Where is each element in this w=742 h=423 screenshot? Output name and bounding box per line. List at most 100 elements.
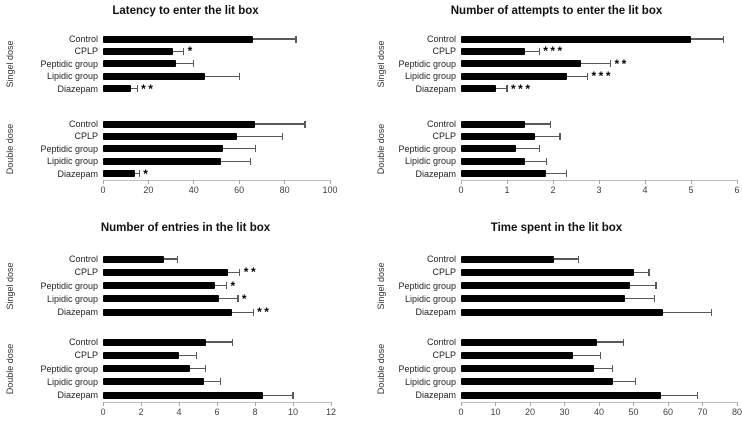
bar [103,391,263,399]
bar [461,120,526,128]
category-label: Control [68,119,98,129]
category-label: CPLP [432,267,456,278]
category-label: Control [68,34,98,44]
error-bar-cap [559,132,561,140]
error-bar-cap [612,365,614,373]
error-bar [173,50,184,52]
significance-marker: *** [591,69,614,84]
category-label: Control [426,337,456,347]
bar [461,295,625,303]
category-label: Lipidic group [46,71,98,82]
panel-time-spent: Time spent in the lit box Singel dose Cont… [371,212,742,423]
x-axis-tick-label: 4 [176,407,182,417]
x-axis-tick [330,402,332,406]
category-label: Diazepam [415,168,456,179]
bar [461,145,517,153]
error-bar [525,50,540,52]
category-label: Control [426,34,456,44]
x-axis-tick [254,402,256,406]
bar [103,282,216,290]
x-axis-tick [506,180,508,184]
x-axis-tick [284,180,286,184]
bar [461,157,526,165]
x-axis-tick [238,180,240,184]
x-axis-tick [102,402,104,406]
chart-title: Number of entries in the lit box [100,222,271,234]
x-axis-line [103,180,330,181]
x-axis-tick [329,180,331,184]
bar [461,282,631,290]
category-label: CPLP [74,46,98,57]
error-bar [612,381,636,383]
error-bar [232,311,254,313]
error-bar [131,88,138,90]
significance-marker: * [230,278,238,293]
category-label: CPLP [74,267,98,278]
category-label: Peptidic group [398,280,456,291]
x-axis-tick [598,402,600,406]
category-label: Diazepam [415,307,456,318]
x-axis-tick-label: 70 [697,407,708,417]
x-axis-tick-label: 20 [524,407,535,417]
bar [461,60,581,68]
dose-group-label: Singel dose [5,40,15,88]
error-bar-cap [577,255,579,263]
category-label: Lipidic group [404,71,456,82]
dose-group-label: Double dose [376,123,386,175]
error-bar-cap [655,282,657,290]
error-bar-cap [136,85,138,93]
error-bar-cap [696,391,698,399]
category-label: Peptidic group [40,58,98,69]
error-bar [495,88,507,90]
panel-attempts: Number of attempts to enter the lit box S… [371,0,742,212]
x-axis-tick [460,180,462,184]
x-axis-tick-label: 2 [550,185,556,195]
bar [103,145,224,153]
x-axis-tick-label: 0 [100,407,106,417]
category-label: Diazepam [415,390,456,401]
bar [461,268,634,276]
x-axis-tick-label: 0 [458,407,464,417]
category-label: Diazepam [415,83,456,94]
error-bar-cap [538,47,540,55]
error-bar [525,123,551,125]
x-axis-tick [667,402,669,406]
x-axis-tick-label: 100 [322,185,338,195]
category-label: Diazepam [57,390,98,401]
bar [103,132,237,140]
bar [461,308,663,316]
bar [103,365,191,373]
category-label: Lipidic group [46,293,98,304]
bar [103,72,206,80]
bar [461,35,691,43]
category-label: Control [426,119,456,129]
category-label: CPLP [74,131,98,142]
x-axis-tick-label: 80 [731,407,742,417]
error-bar-cap [176,255,178,263]
error-bar-cap [252,308,254,316]
bar [103,338,206,346]
error-bar-cap [722,35,724,43]
error-bar-cap [506,85,508,93]
bar [103,255,164,263]
panel-entries: Number of entries in the lit box Singel d… [0,212,371,423]
error-bar-cap [622,338,624,346]
category-label: Diazepam [57,168,98,179]
dose-group-label: Singel dose [376,262,386,310]
error-bar [661,394,698,396]
bar [103,85,132,93]
error-bar-cap [254,145,256,153]
category-label: Peptidic group [40,363,98,374]
significance-marker: * [187,44,195,59]
category-label: Control [68,254,98,264]
x-axis-tick [216,402,218,406]
category-label: CPLP [432,131,456,142]
error-bar [175,63,194,65]
x-axis-tick-label: 40 [188,185,199,195]
chart-title: Number of attempts to enter the lit box [450,5,663,17]
error-bar [597,341,624,343]
category-label: CPLP [432,350,456,361]
error-bar-cap [600,351,602,359]
error-bar-cap [292,391,294,399]
